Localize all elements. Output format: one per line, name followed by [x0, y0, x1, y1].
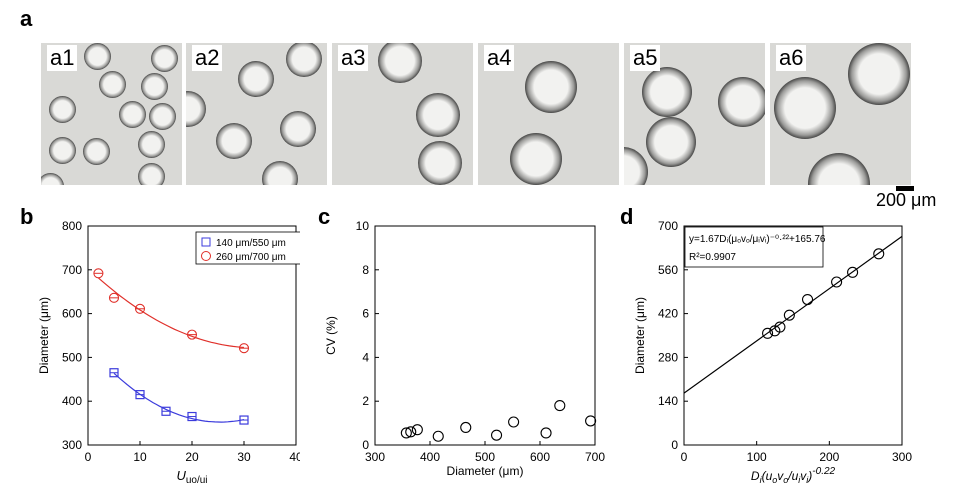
data-point — [554, 400, 566, 412]
x-tick-label: 500 — [475, 450, 495, 464]
y-tick-label: 700 — [658, 219, 678, 233]
y-tick-label: 500 — [62, 350, 82, 364]
legend-label: 140 μm/550 μm — [216, 238, 286, 249]
plot-frame — [374, 225, 596, 446]
x-tick-label: 300 — [365, 450, 385, 464]
scale-bar — [896, 186, 914, 191]
data-point — [847, 266, 859, 278]
r-squared-text: R²=0.9907 — [689, 252, 736, 263]
y-tick-label: 10 — [356, 219, 370, 233]
data-point — [400, 427, 412, 439]
panel-label-b: b — [20, 204, 34, 229]
data-point — [186, 329, 198, 340]
legend-marker — [201, 237, 211, 247]
data-point — [108, 292, 120, 303]
x-tick-label: 0 — [681, 450, 688, 464]
y-tick-label: 4 — [362, 350, 369, 364]
x-tick-label: 30 — [237, 450, 251, 464]
data-point — [540, 427, 552, 439]
legend-label: 260 μm/700 μm — [216, 252, 286, 263]
micrograph-label: a1 — [47, 45, 78, 71]
y-tick-label: 280 — [658, 350, 678, 364]
data-point — [873, 248, 885, 260]
data-point — [405, 426, 417, 438]
data-point — [774, 321, 786, 333]
y-axis-label: Diameter (μm) — [633, 297, 647, 374]
fit-line — [683, 235, 903, 394]
micrograph-a6: a6 — [770, 43, 911, 185]
equation-box — [684, 226, 824, 268]
x-tick-label: 400 — [420, 450, 440, 464]
scale-bar-label: 200 μm — [876, 190, 937, 210]
micrograph-label: a6 — [776, 45, 807, 71]
x-tick-label: 10 — [133, 450, 147, 464]
micrograph-a2: a2 — [186, 43, 327, 185]
chart-b: 0 10 20 30 40 300 400 500 600 700 800 Diameter (μm)… — [37, 219, 300, 486]
micrograph-label: a2 — [192, 45, 223, 71]
y-axis-label: Diameter (μm) — [37, 297, 51, 374]
y-tick-label: 420 — [658, 307, 678, 321]
y-tick-label: 2 — [362, 394, 369, 408]
fit-curve-0 — [113, 372, 245, 423]
data-point — [831, 276, 843, 288]
chart-c: 300 400 500 600 700 0 2 4 6 8 10 CV (%) Diameter (μm… — [324, 219, 605, 478]
plot-frame — [683, 225, 903, 446]
data-point — [411, 424, 423, 436]
panel-label-d: d — [620, 204, 634, 229]
data-point — [238, 343, 250, 354]
y-tick-label: 400 — [62, 394, 82, 408]
data-point — [585, 415, 597, 427]
x-axis-label: Diameter (μm) — [447, 464, 524, 478]
y-tick-label: 140 — [658, 394, 678, 408]
micrograph-a5: a5 — [624, 43, 765, 185]
x-tick-label: 200 — [819, 450, 839, 464]
x-axis-label: Di(uovo/uivi)-0.22 — [751, 466, 836, 485]
data-point — [432, 430, 444, 442]
x-tick-label: 100 — [747, 450, 767, 464]
y-tick-label: 560 — [658, 263, 678, 277]
panel-label-c: c — [318, 204, 331, 229]
x-tick-label: 0 — [85, 450, 92, 464]
y-tick-label: 300 — [62, 438, 82, 452]
y-tick-label: 0 — [671, 438, 678, 452]
data-point — [783, 309, 795, 321]
x-tick-label: 300 — [892, 450, 912, 464]
data-point — [762, 327, 774, 339]
fit-curve-1 — [98, 277, 245, 349]
legend-marker — [201, 251, 211, 261]
data-point — [508, 416, 520, 428]
micrograph-label: a4 — [484, 45, 515, 71]
y-tick-label: 8 — [362, 263, 369, 277]
micrograph-a3: a3 — [332, 43, 473, 185]
y-tick-label: 600 — [62, 307, 82, 321]
data-point — [134, 303, 146, 314]
y-tick-label: 800 — [62, 219, 82, 233]
micrograph-a4: a4 — [478, 43, 619, 185]
y-tick-label: 700 — [62, 263, 82, 277]
micrograph-label: a5 — [630, 45, 661, 71]
x-axis-label: Uuo/ui — [176, 468, 207, 486]
chart-d: 0 100 200 300 0 140 280 420 560 700 Diameter (μm) D… — [633, 219, 912, 485]
data-point — [801, 293, 814, 306]
y-tick-label: 0 — [362, 438, 369, 452]
x-tick-label: 40 — [289, 450, 300, 464]
micrograph-label: a3 — [338, 45, 369, 71]
x-tick-label: 600 — [530, 450, 550, 464]
y-tick-label: 6 — [362, 307, 369, 321]
legend-box — [195, 231, 300, 265]
data-point — [93, 268, 104, 279]
x-tick-label: 20 — [185, 450, 199, 464]
micrograph-a1: a1 — [41, 43, 182, 185]
panel-label-a: a — [20, 6, 33, 31]
data-point — [460, 421, 472, 434]
data-point — [491, 429, 503, 441]
y-axis-label: CV (%) — [324, 316, 338, 355]
equation-text: y=1.67Dᵢ(μₒvₒ/μᵢvᵢ)⁻⁰·²²+165.76 — [689, 234, 826, 245]
x-tick-label: 700 — [585, 450, 605, 464]
